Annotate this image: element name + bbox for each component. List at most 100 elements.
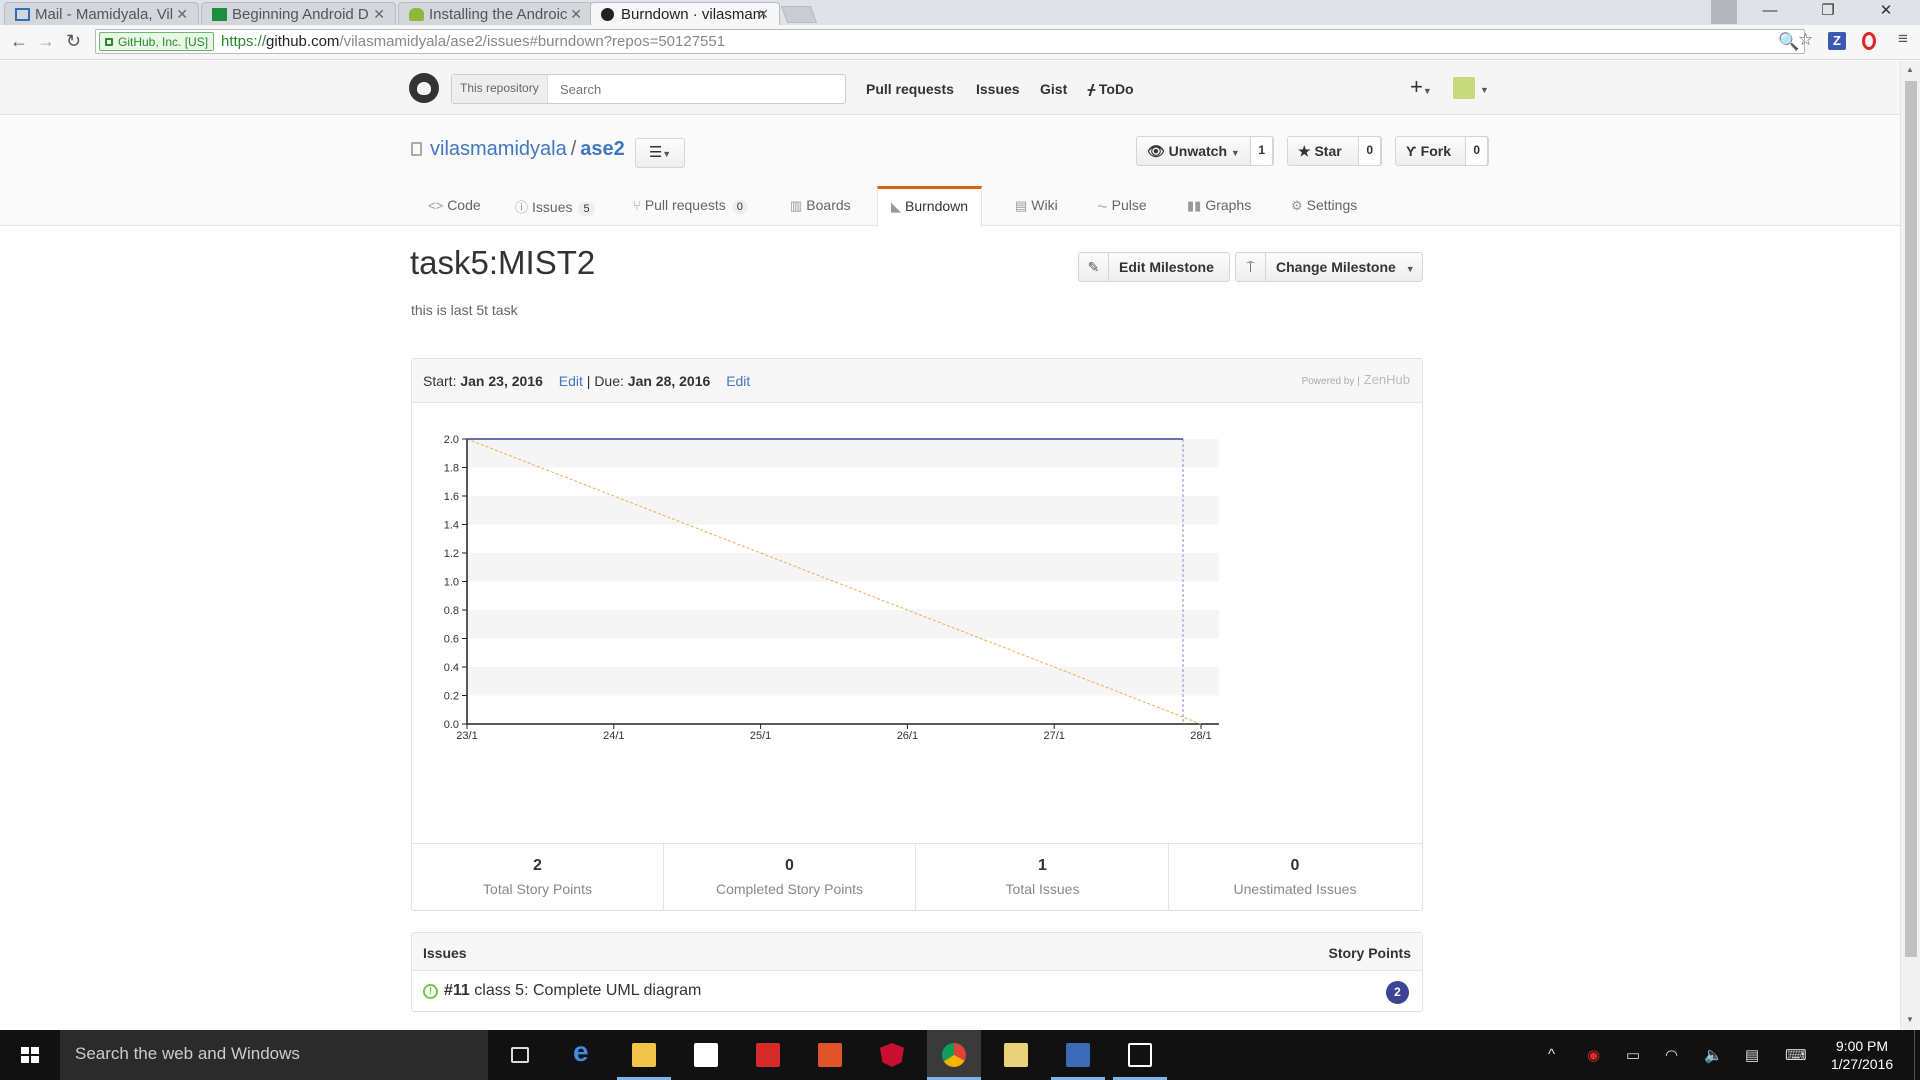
nav-todo[interactable]: ᚋ ToDo: [1088, 81, 1134, 97]
taskbar-search[interactable]: Search the web and Windows: [60, 1030, 488, 1080]
nav-gist[interactable]: Gist: [1040, 81, 1068, 97]
url-text[interactable]: https://github.com/vilasmamidyala/ase2/i…: [221, 33, 726, 50]
file-explorer-icon[interactable]: [617, 1030, 671, 1080]
wifi-icon[interactable]: ◠: [1665, 1047, 1679, 1064]
search-input[interactable]: [560, 76, 840, 102]
app-orange-icon[interactable]: [803, 1030, 857, 1080]
tab-settings[interactable]: ⚙ Settings: [1291, 197, 1358, 213]
create-new-button[interactable]: +▼: [1410, 74, 1432, 99]
milestone-dates: Start: Jan 23, 2016 Edit | Due: Jan 28, …: [412, 359, 1422, 403]
repo-name-link[interactable]: ase2: [580, 138, 625, 160]
x-tick-label: 26/1: [897, 730, 918, 742]
taskbar-clock[interactable]: 9:00 PM 1/27/2016: [1830, 1038, 1894, 1072]
tab-burndown[interactable]: ◣ Burndown: [877, 186, 983, 227]
repo-title: vilasmamidyala / ase2: [430, 138, 625, 160]
volume-icon[interactable]: 🔈: [1704, 1047, 1723, 1064]
tab-issues[interactable]: ⓘ Issues 5: [502, 186, 608, 226]
show-desktop-button[interactable]: [1914, 1030, 1920, 1080]
menu-icon[interactable]: ≡: [1898, 29, 1908, 48]
list-menu-button[interactable]: ☰▼: [635, 138, 685, 168]
notifications-icon[interactable]: ▤: [1745, 1047, 1760, 1064]
back-arrow-icon[interactable]: ←: [10, 31, 28, 51]
book-icon: ▤: [1015, 198, 1028, 213]
nav-issues[interactable]: Issues: [976, 81, 1020, 97]
issue-title[interactable]: class 5: Complete UML diagram: [474, 982, 702, 999]
browser-tab[interactable]: Installing the Androic ✕: [398, 2, 593, 26]
photos-icon[interactable]: [1113, 1030, 1167, 1080]
fork-button[interactable]: Ƴ Fork 0: [1395, 136, 1489, 166]
scroll-up-icon[interactable]: ▲: [1906, 65, 1914, 74]
browser-tab-active[interactable]: Burndown · vilasmam ✕: [590, 2, 780, 27]
reader-icon[interactable]: [741, 1030, 795, 1080]
table-row[interactable]: ! #11 class 5: Complete UML diagram 2: [412, 972, 1422, 1010]
bookmark-star-icon[interactable]: ☆: [1798, 30, 1814, 49]
unwatch-button[interactable]: 👁 Unwatch ▼ 1: [1136, 136, 1274, 166]
x-tick-label: 24/1: [603, 730, 624, 742]
grid-band: [467, 439, 1219, 468]
gear-icon: ⚙: [1291, 198, 1303, 213]
nav-pull-requests[interactable]: Pull requests: [866, 81, 954, 97]
x-tick-label: 23/1: [456, 730, 477, 742]
opera-extension-icon[interactable]: [1862, 32, 1876, 50]
forward-arrow-icon[interactable]: →: [37, 31, 55, 51]
eye-icon: 👁: [1147, 143, 1169, 159]
x-tick-label: 27/1: [1043, 730, 1064, 742]
edge-icon[interactable]: e: [573, 1036, 589, 1067]
tab-code[interactable]: <> Code: [428, 197, 481, 213]
tab-pull-requests[interactable]: ⑂ Pull requests 0: [620, 186, 761, 226]
task-view-icon[interactable]: [493, 1030, 547, 1080]
stats-row: 2 Total Story Points 0 Completed Story P…: [412, 843, 1422, 911]
tab-graphs[interactable]: ▮▮ Graphs: [1187, 197, 1252, 213]
browser-tab[interactable]: Mail - Mamidyala, Vil ✕: [4, 2, 199, 26]
issue-number[interactable]: #11: [444, 982, 470, 999]
avatar[interactable]: [1453, 77, 1475, 99]
minimize-icon[interactable]: —: [1762, 2, 1778, 19]
tab-close-icon[interactable]: ✕: [176, 6, 188, 22]
tray-chevron-up-icon[interactable]: ^: [1548, 1046, 1556, 1063]
address-bar[interactable]: GitHub, Inc. [US] https://github.com/vil…: [95, 29, 1805, 54]
keyboard-icon[interactable]: ⌨: [1785, 1047, 1807, 1064]
chevron-down-icon[interactable]: ▼: [1480, 85, 1489, 95]
store-icon[interactable]: [679, 1030, 733, 1080]
browser-tab[interactable]: Beginning Android D ✕: [201, 2, 396, 26]
page-scrollbar[interactable]: ▲ ▼: [1900, 61, 1920, 1030]
y-tick-label: 0.0: [444, 719, 459, 731]
chrome-icon[interactable]: [927, 1030, 981, 1080]
edit-milestone-button[interactable]: ✎ Edit Milestone: [1078, 252, 1230, 282]
change-milestone-button[interactable]: ⍑ Change Milestone ▼: [1235, 252, 1423, 282]
new-tab-button[interactable]: [780, 6, 818, 23]
folder-icon[interactable]: [989, 1030, 1043, 1080]
tab-pulse[interactable]: ⏦ Pulse: [1097, 197, 1147, 213]
windows-logo-icon: [21, 1047, 39, 1063]
close-window-icon[interactable]: ✕: [1879, 2, 1893, 19]
start-button[interactable]: [0, 1030, 60, 1080]
remote-desktop-icon[interactable]: [1051, 1030, 1105, 1080]
mcafee-icon[interactable]: [865, 1030, 919, 1080]
stat-total-story-points: 2 Total Story Points: [412, 844, 664, 911]
extension-z-icon[interactable]: Z: [1828, 32, 1846, 50]
profile-icon[interactable]: [1711, 0, 1737, 24]
stars-count[interactable]: 0: [1358, 136, 1381, 166]
forks-count[interactable]: 0: [1465, 136, 1488, 166]
tab-wiki[interactable]: ▤ Wiki: [1015, 197, 1058, 213]
tab-boards[interactable]: ▥ Boards: [790, 197, 851, 213]
tray-antivirus-icon[interactable]: ◉: [1587, 1047, 1601, 1064]
star-button[interactable]: ★ Star 0: [1287, 136, 1382, 166]
reload-icon[interactable]: ↻: [66, 31, 82, 51]
security-badge[interactable]: GitHub, Inc. [US]: [99, 32, 215, 51]
tab-close-icon[interactable]: ✕: [373, 6, 385, 22]
scrollbar-thumb[interactable]: [1905, 81, 1917, 957]
zoom-icon[interactable]: 🔍: [1778, 32, 1800, 51]
tab-close-icon[interactable]: ✕: [757, 6, 769, 22]
edit-due-link[interactable]: Edit: [726, 373, 751, 389]
github-logo-icon[interactable]: [409, 73, 439, 103]
edit-start-link[interactable]: Edit: [558, 373, 583, 389]
watchers-count[interactable]: 1: [1250, 136, 1273, 166]
repo-owner-link[interactable]: vilasmamidyala: [430, 138, 567, 160]
scroll-down-icon[interactable]: ▼: [1906, 1015, 1914, 1024]
restore-icon[interactable]: ❐: [1821, 2, 1835, 19]
stat-total-issues: 1 Total Issues: [917, 844, 1169, 911]
battery-icon[interactable]: ▭: [1626, 1047, 1641, 1064]
tab-close-icon[interactable]: ✕: [570, 6, 582, 22]
y-tick-label: 0.2: [444, 691, 459, 703]
